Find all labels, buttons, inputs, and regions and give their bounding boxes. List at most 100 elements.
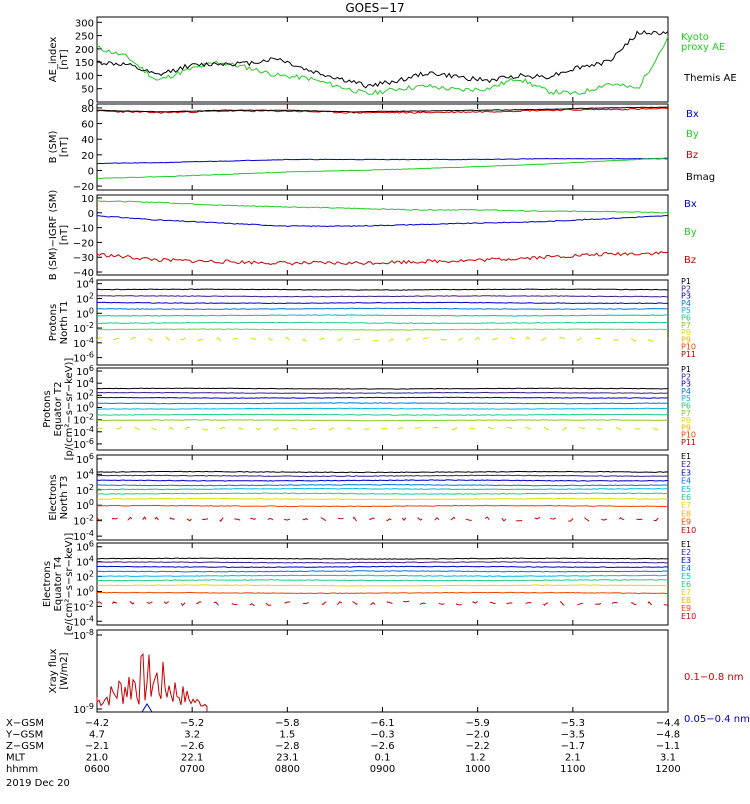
pnorth-ytick-label: 10-4 — [73, 336, 94, 350]
peq-series-8 — [96, 426, 669, 432]
bigrf-legend-bx: Bx — [684, 199, 697, 210]
ae-ytick-label: 300 — [75, 18, 94, 29]
eeq-series-8 — [96, 591, 669, 595]
panel-frame-1 — [96, 103, 669, 191]
pnorth-ytick-label: 104 — [76, 277, 94, 291]
x-axis-row-value: −1.7 — [561, 741, 585, 752]
xray-legend-long: 0.1−0.8 nm — [684, 672, 743, 683]
x-axis-row-value: 0800 — [275, 764, 300, 775]
peq-series-5 — [96, 407, 669, 410]
eeq-series-4 — [96, 570, 669, 573]
panel-frame-7 — [96, 629, 669, 713]
enorth-legend-e4: E4 — [681, 477, 691, 486]
pnorth-legend-p1: P1 — [681, 277, 691, 286]
x-axis-row-value: 1.2 — [470, 753, 486, 764]
x-axis-row-value: 2.1 — [565, 753, 581, 764]
eeq-series-9 — [96, 600, 669, 607]
x-axis-row-value: −1.1 — [656, 741, 680, 752]
bsm-ylabel: [nT] — [59, 137, 70, 157]
peq-legend-p6: P6 — [681, 402, 691, 411]
x-axis-row-value: 23.1 — [276, 753, 298, 764]
bsm-ytick-label: 0 — [88, 166, 94, 177]
ae-ylabel: [nT] — [59, 49, 70, 69]
x-axis-row-label: hhmm — [6, 764, 38, 775]
x-axis-row-value: −4.8 — [656, 730, 680, 741]
eeq-legend-e9: E9 — [681, 604, 691, 613]
peq-legend-p8: P8 — [681, 416, 691, 425]
x-axis-row-value: −2.8 — [275, 741, 299, 752]
eeq-legend-e8: E8 — [681, 596, 691, 605]
enorth-ytick-label: 106 — [76, 452, 94, 466]
x-axis-row-value: −0.3 — [370, 730, 394, 741]
pnorth-ytick-label: 100 — [76, 306, 94, 320]
ae-ylabel: AE_index — [48, 37, 59, 83]
pnorth-legend-p2: P2 — [681, 284, 691, 293]
x-axis-row-value: −2.2 — [466, 741, 490, 752]
pnorth-series-6 — [96, 321, 669, 325]
bsm-series-bz — [96, 107, 669, 114]
pnorth-legend-p3: P3 — [681, 292, 691, 301]
panel-frame-6 — [96, 542, 669, 626]
ae-ytick-label: 200 — [75, 45, 94, 56]
x-axis-row-value: 22.1 — [181, 753, 203, 764]
peq-ylabel: Equator T2 — [53, 382, 64, 437]
x-axis-row-value: 1100 — [560, 764, 585, 775]
enorth-series-5 — [96, 487, 669, 491]
peq-series-6 — [97, 413, 669, 416]
eeq-legend-e5: E5 — [681, 572, 691, 581]
peq-legend-p1: P1 — [681, 365, 691, 374]
pnorth-series-7 — [96, 328, 669, 331]
eeq-ytick-label: 10-4 — [73, 614, 94, 628]
x-axis-row-value: −4.4 — [656, 718, 680, 729]
bigrf-series-bz — [96, 251, 669, 266]
eeq-series-5 — [97, 574, 669, 577]
eeq-ytick-label: 102 — [76, 570, 94, 584]
ae-ytick-label: 50 — [81, 85, 94, 96]
pnorth-legend-p11: P11 — [681, 350, 696, 359]
x-axis-row-value: 0.1 — [375, 753, 391, 764]
peq-ytick-label: 10-6 — [73, 437, 94, 451]
bigrf-ytick-label: 10 — [81, 194, 94, 205]
eeq-series-6 — [97, 579, 669, 582]
peq-ylabel: [p/(cm²−s−sr−keV)] — [64, 358, 75, 461]
eeq-legend-e2: E2 — [681, 548, 691, 557]
ae-ytick-label: 250 — [75, 32, 94, 43]
plot-title: GOES−17 — [345, 1, 404, 15]
eeq-ylabel: Equator T4 — [53, 557, 64, 612]
x-axis-row-value: 1.5 — [279, 730, 295, 741]
eeq-ylabel: Electrons — [42, 561, 53, 607]
enorth-legend-e7: E7 — [681, 501, 691, 510]
eeq-legend-e4: E4 — [681, 564, 691, 573]
eeq-ytick-label: 100 — [76, 584, 94, 598]
x-axis-row-value: 3.2 — [184, 730, 200, 741]
xray-ytick-label: 10-9 — [73, 702, 94, 716]
x-axis-row-value: 21.0 — [86, 753, 108, 764]
eeq-legend-e6: E6 — [681, 580, 691, 589]
ae-legend-kyoto: Kyoto — [681, 32, 709, 43]
enorth-ytick-label: 10-2 — [73, 514, 94, 528]
bsm-ytick-label: 80 — [81, 104, 94, 115]
pnorth-series-3 — [96, 301, 668, 305]
pnorth-legend-p8: P8 — [681, 328, 691, 337]
pnorth-series-1 — [96, 288, 669, 291]
enorth-legend-e2: E2 — [681, 460, 691, 469]
bsm-series-bx — [96, 157, 669, 165]
peq-legend-p2: P2 — [681, 372, 691, 381]
bsm-ytick-label: 60 — [81, 120, 94, 131]
bsm-legend-bx: Bx — [686, 109, 699, 120]
pnorth-series-2 — [96, 295, 669, 298]
enorth-series-6 — [97, 492, 669, 495]
peq-legend-p11: P11 — [681, 438, 696, 447]
eeq-legend-e1: E1 — [681, 540, 691, 549]
peq-ytick-label: 106 — [76, 364, 94, 378]
enorth-series-7 — [96, 497, 669, 501]
enorth-series-8 — [96, 504, 669, 508]
xray-ylabel: Xray flux — [48, 649, 59, 694]
x-axis-row-value: −3.5 — [561, 730, 585, 741]
ae-series-themis — [97, 29, 669, 89]
eeq-series-3 — [96, 565, 669, 569]
peq-legend-p3: P3 — [681, 380, 691, 389]
peq-ylabel: Protons — [42, 390, 53, 427]
pnorth-ylabel: North T1 — [59, 301, 70, 345]
